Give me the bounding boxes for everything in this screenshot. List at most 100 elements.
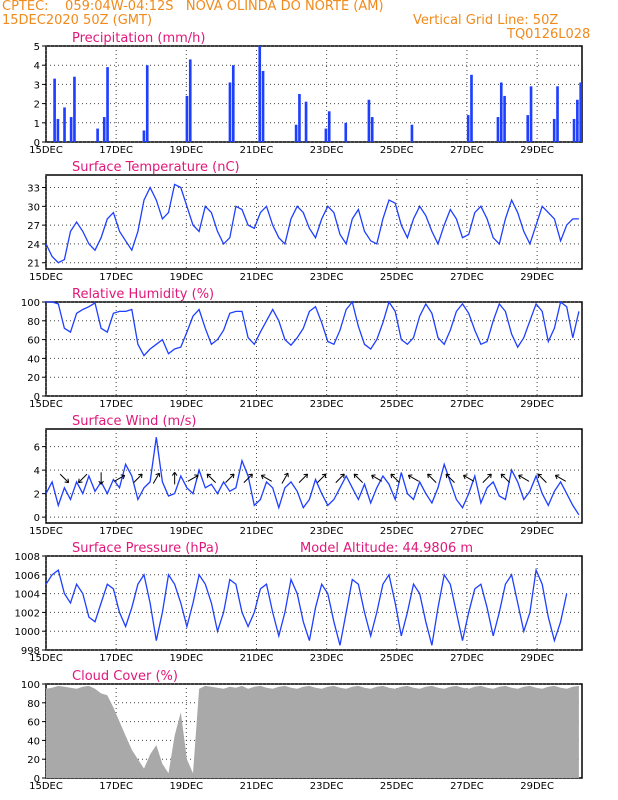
wind-arrow-head	[427, 474, 429, 479]
date-label: 25DEC	[380, 526, 414, 537]
date-label: 15DEC	[29, 653, 63, 664]
wind-arrow-head	[324, 474, 327, 479]
wind-arrow	[281, 472, 289, 484]
wind-arrow-shaft	[59, 473, 69, 483]
panel-5: 15DEC 17DEC 19DEC 21DEC 23DEC 25DEC 27DEC 29DEC…	[21, 669, 583, 792]
date-label: 21DEC	[240, 526, 274, 537]
date-label: 29DEC	[520, 526, 554, 537]
precip-bar	[69, 117, 73, 142]
wind-arrow	[482, 473, 492, 483]
date-label: 17DEC	[99, 526, 133, 537]
wind-arrow-shaft	[78, 473, 88, 483]
wind-arrow-head	[500, 474, 503, 479]
wind-arrow	[445, 473, 455, 483]
wind-arrow	[317, 473, 327, 483]
wind-arrow	[114, 474, 126, 482]
precip-bar	[56, 118, 60, 142]
date-label: 27DEC	[450, 526, 484, 537]
precip-bar	[529, 86, 533, 142]
precip-bar	[496, 117, 500, 142]
wind-arrow-head	[501, 473, 506, 476]
precip-bar	[106, 67, 109, 142]
wind-arrow-shaft	[298, 473, 308, 483]
header-grid-line: Vertical Grid Line: 50Z	[413, 13, 559, 28]
precip-bar	[327, 111, 331, 142]
date-label: 23DEC	[310, 781, 344, 792]
wind-arrow-head	[174, 472, 178, 476]
wind-arrow-head	[390, 473, 395, 476]
wind-arrow	[171, 472, 178, 485]
wind-arrow-head	[537, 474, 540, 479]
precip-bar	[410, 124, 414, 142]
panel-frame	[45, 428, 583, 524]
precip-bar	[102, 117, 106, 142]
wind-arrow	[353, 473, 364, 483]
y-tick-label: 0	[34, 392, 40, 403]
precip-bar	[63, 107, 66, 142]
wind-arrow	[260, 474, 272, 482]
series-line	[45, 183, 579, 264]
series-line	[46, 300, 580, 357]
y-tick-label: 4	[34, 61, 40, 72]
date-label: 21DEC	[240, 781, 274, 792]
y-tick-label: 33	[27, 184, 40, 195]
y-tick-label: 1	[34, 119, 40, 130]
y-tick-label: 0	[34, 138, 40, 149]
wind-arrow-shaft	[261, 474, 272, 482]
y-tick-label: 5	[34, 42, 40, 53]
wind-arrow-head	[518, 475, 521, 480]
date-label: 19DEC	[169, 399, 203, 410]
y-tick-label: 20	[27, 373, 40, 384]
wind-arrow-head	[353, 474, 356, 479]
date-label: 17DEC	[99, 272, 133, 283]
date-label: 25DEC	[380, 399, 414, 410]
wind-arrow-shaft	[445, 473, 455, 483]
precip-bar	[503, 95, 506, 142]
date-label: 29DEC	[520, 653, 554, 664]
date-label: 17DEC	[99, 653, 133, 664]
date-label: 23DEC	[310, 653, 344, 664]
precip-bar	[556, 86, 559, 142]
y-tick-label: 30	[27, 202, 40, 213]
wind-arrow-shaft	[463, 474, 475, 482]
precip-bar	[470, 74, 473, 142]
wind-arrow-shaft	[225, 473, 235, 483]
y-tick-label: 27	[27, 221, 40, 232]
wind-arrow-head	[232, 474, 235, 479]
wind-arrow-head	[64, 481, 69, 484]
date-label: 27DEC	[450, 272, 484, 283]
wind-arrow	[371, 474, 383, 482]
date-label: 21DEC	[240, 272, 274, 283]
y-tick-label: 998	[21, 646, 40, 657]
wind-arrow-head	[343, 474, 345, 479]
wind-arrow-head	[171, 472, 176, 476]
wind-arrow-head	[196, 475, 199, 480]
date-label: 25DEC	[380, 653, 414, 664]
y-tick-label: 3	[34, 80, 40, 91]
wind-arrow-shaft	[281, 472, 289, 484]
y-tick-label: 100	[21, 680, 40, 691]
date-label: 25DEC	[380, 145, 414, 156]
wind-arrow-head	[155, 472, 160, 476]
precip-bar	[294, 124, 298, 142]
date-label: 27DEC	[450, 145, 484, 156]
wind-arrow-shaft	[133, 473, 143, 483]
panel-title: Precipitation (mm/h)	[72, 31, 205, 46]
precip-bar	[572, 118, 576, 142]
date-label: 17DEC	[99, 399, 133, 410]
wind-arrow-head	[407, 475, 411, 480]
date-label: 15DEC	[29, 399, 63, 410]
precip-bar	[304, 101, 308, 142]
panel-4: 15DEC 17DEC 19DEC 21DEC 23DEC 25DEC 27DEC 29DEC…	[15, 541, 583, 664]
precip-bar	[344, 122, 348, 142]
wind-arrow-head	[340, 473, 345, 476]
wind-arrow	[463, 474, 475, 482]
date-label: 29DEC	[520, 781, 554, 792]
panel-annotation: Model Altitude: 44.9806 m	[300, 541, 473, 556]
wind-arrow-head	[229, 473, 235, 476]
wind-arrow-shaft	[518, 474, 530, 482]
date-label: 19DEC	[169, 145, 203, 156]
precip-bar	[73, 76, 76, 142]
precip-bar	[576, 99, 579, 142]
y-tick-label: 1000	[15, 627, 40, 638]
